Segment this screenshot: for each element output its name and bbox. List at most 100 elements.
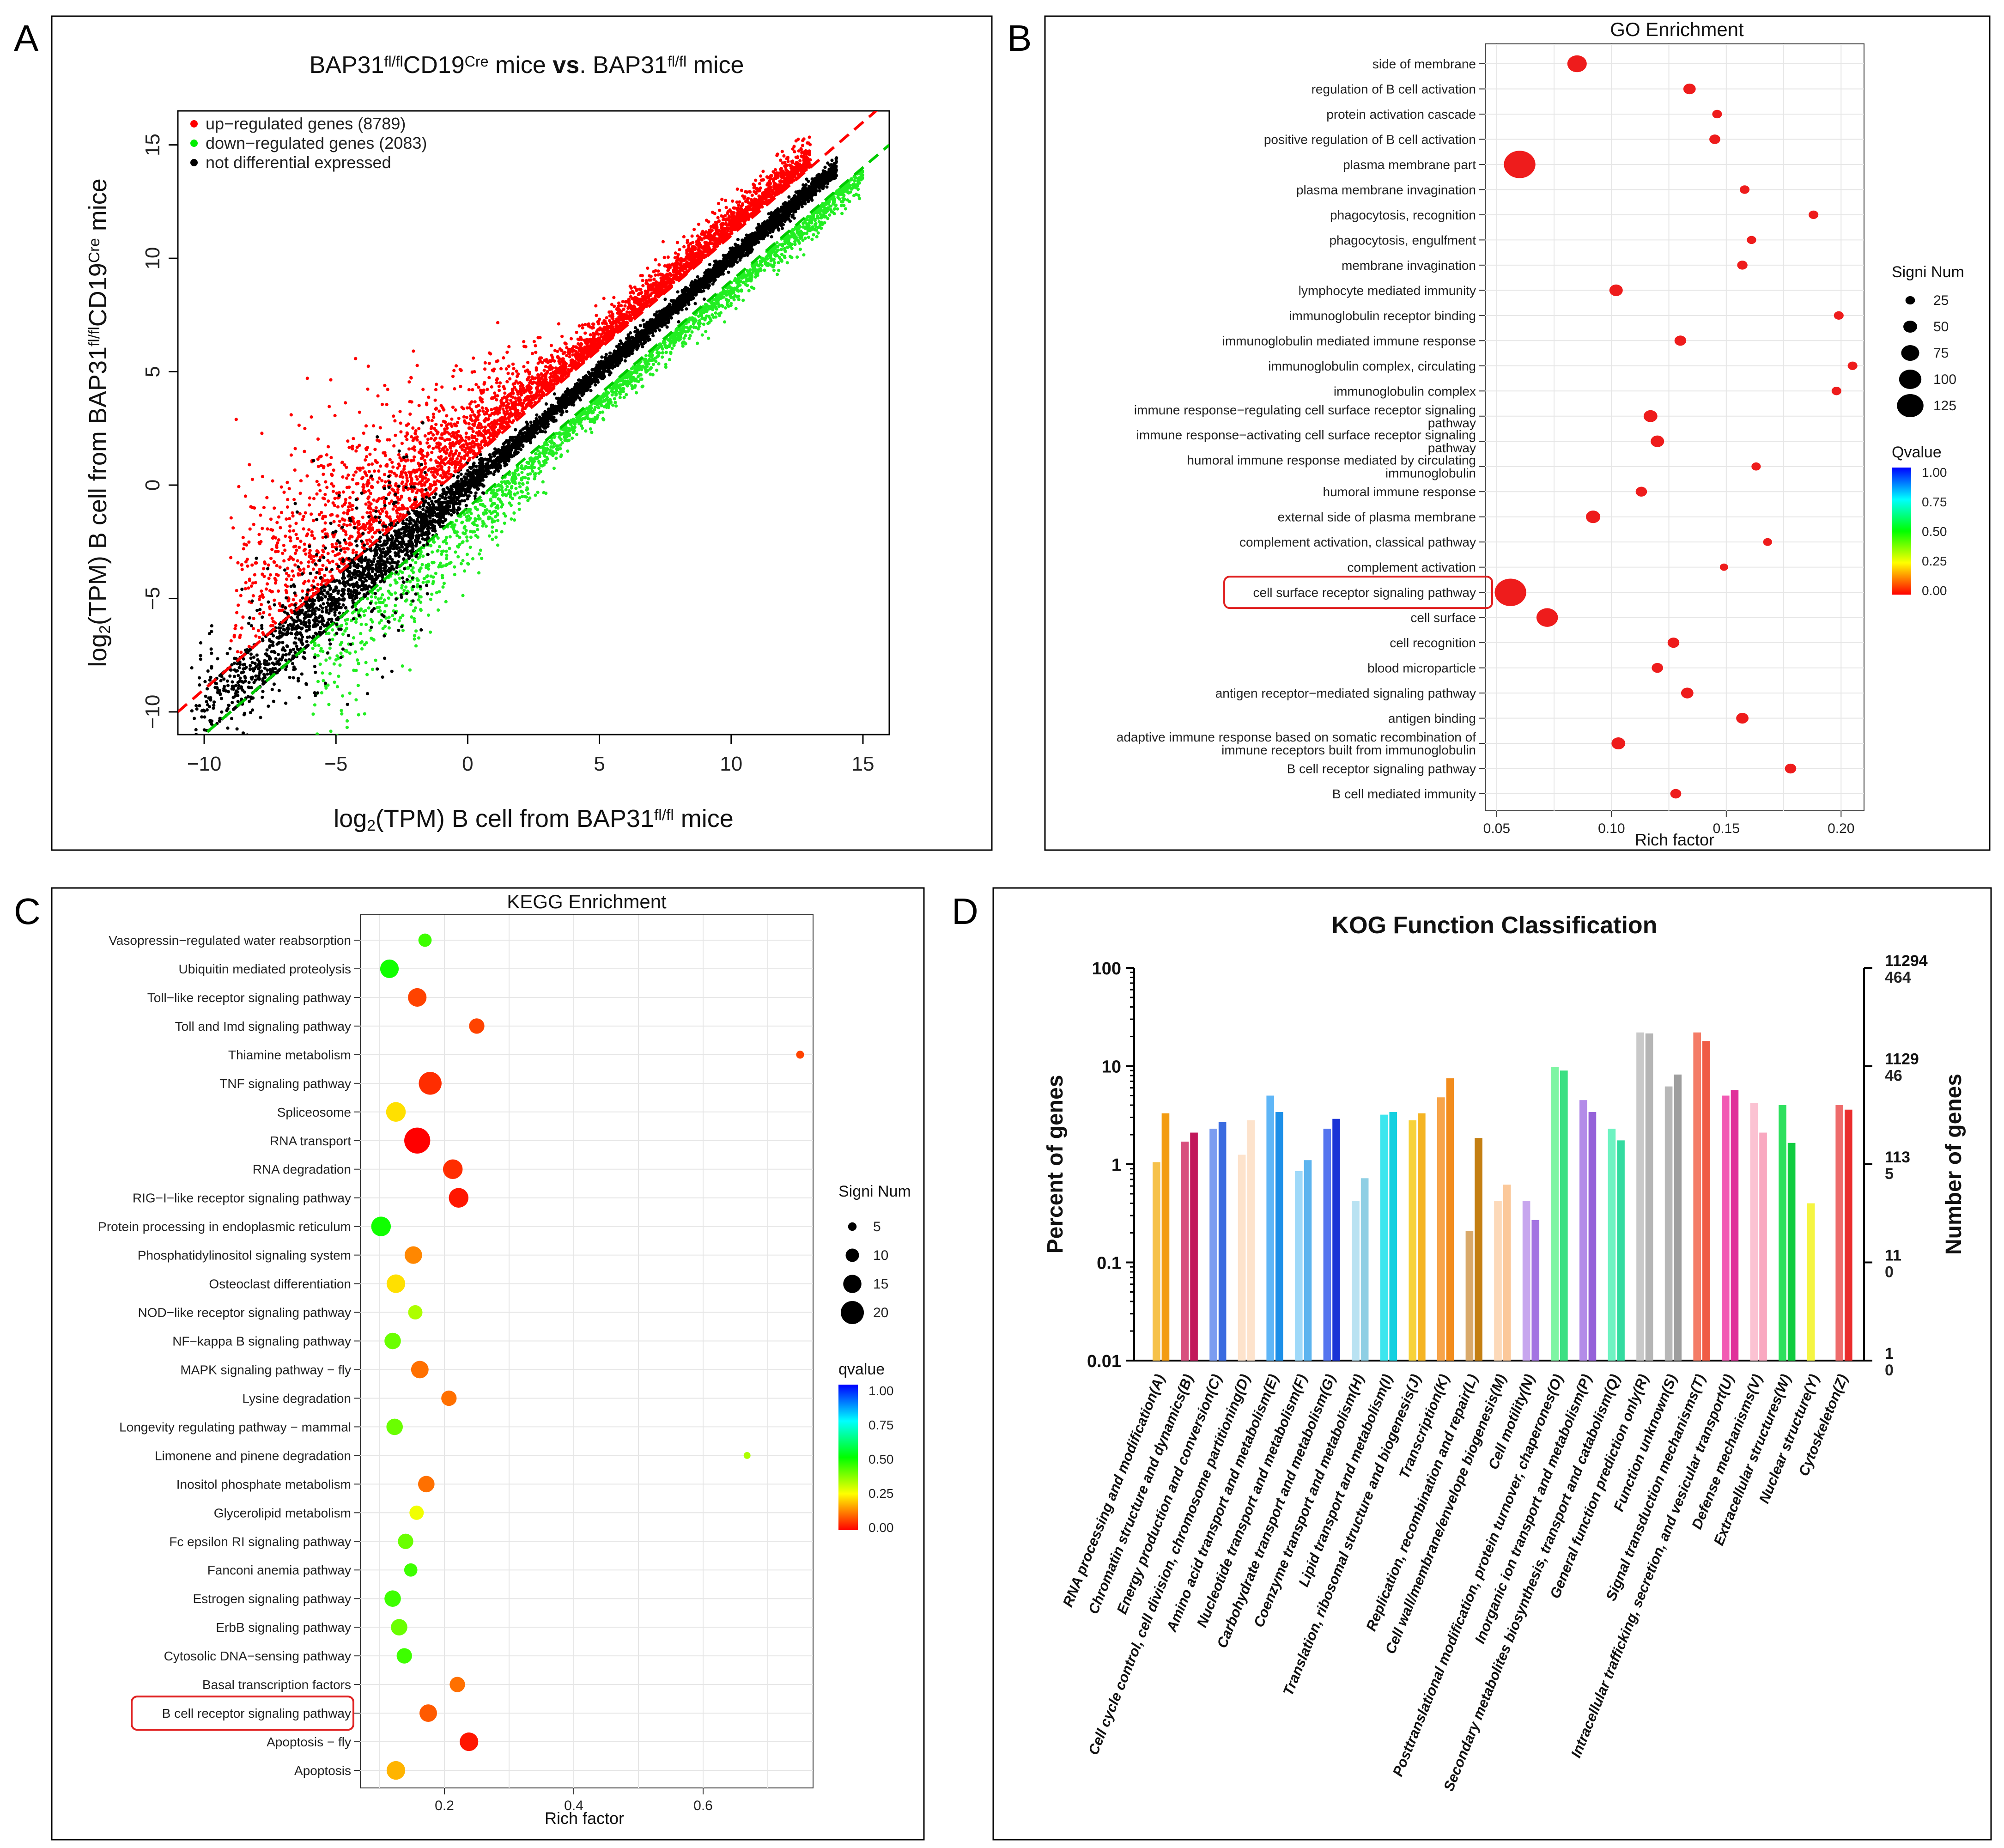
panel-label-D: D: [952, 891, 978, 932]
point-not-diff: [577, 378, 581, 382]
point-not-diff: [469, 466, 473, 470]
point-not-diff: [254, 674, 258, 678]
point-not-diff: [235, 669, 239, 673]
point-not-diff: [438, 525, 443, 529]
point-not-diff: [274, 657, 278, 661]
point-not-diff: [803, 202, 807, 206]
point-not-diff: [474, 464, 478, 468]
point-not-diff: [713, 276, 717, 280]
point-not-diff: [473, 482, 477, 486]
point-not-diff: [830, 158, 834, 162]
point-not-diff: [394, 554, 398, 558]
point-not-diff: [682, 299, 686, 304]
point-not-diff: [261, 637, 264, 641]
point-not-diff: [644, 340, 647, 344]
point-not-diff: [271, 643, 274, 647]
point-not-diff: [240, 671, 243, 675]
point-not-diff: [444, 496, 448, 500]
point-not-diff: [607, 370, 611, 374]
point-not-diff: [693, 302, 697, 305]
point-not-diff: [322, 602, 325, 606]
point-not-diff: [270, 650, 273, 654]
point-not-diff: [687, 303, 691, 306]
point-not-diff: [421, 508, 425, 511]
point-not-diff: [792, 216, 796, 220]
point-not-diff: [449, 500, 453, 504]
point-not-diff: [397, 535, 401, 538]
point-not-diff: [284, 653, 288, 657]
point-not-diff: [410, 526, 413, 529]
point-not-diff: [212, 706, 215, 710]
point-not-diff: [636, 328, 639, 332]
point-not-diff: [434, 514, 438, 517]
point-not-diff: [438, 521, 442, 525]
point-not-diff: [504, 440, 507, 444]
point-not-diff: [364, 579, 368, 583]
point-not-diff: [502, 447, 506, 451]
point-not-diff: [632, 336, 635, 340]
point-not-diff: [325, 609, 328, 613]
point-not-diff: [252, 655, 256, 659]
point-not-diff: [519, 429, 522, 433]
point-not-diff: [453, 491, 456, 494]
point-not-diff: [287, 627, 291, 631]
point-not-diff: [741, 251, 744, 255]
point-not-diff: [426, 514, 430, 518]
point-not-diff: [449, 492, 453, 496]
point-not-diff: [727, 270, 730, 274]
point-not-diff: [629, 346, 633, 350]
point-not-diff: [825, 185, 829, 189]
point-not-diff: [422, 504, 425, 508]
point-not-diff: [292, 641, 296, 645]
point-not-diff: [541, 424, 545, 428]
point-not-diff: [749, 247, 753, 251]
point-not-diff: [415, 540, 419, 544]
point-not-diff: [746, 253, 749, 257]
point-not-diff: [222, 677, 226, 681]
point-not-diff: [314, 632, 317, 635]
point-not-diff: [348, 583, 352, 587]
point-not-diff: [577, 383, 580, 386]
point-not-diff: [299, 621, 303, 625]
point-not-diff: [498, 466, 502, 470]
point-not-diff: [372, 559, 376, 564]
point-not-diff: [495, 468, 498, 472]
point-not-diff: [311, 599, 315, 603]
point-not-diff: [473, 494, 477, 498]
point-not-diff: [205, 700, 208, 704]
point-not-diff: [476, 486, 480, 490]
point-not-diff: [794, 202, 798, 206]
point-not-diff: [476, 472, 480, 475]
point-not-diff: [405, 518, 409, 522]
point-not-diff: [482, 484, 486, 488]
point-not-diff: [276, 653, 280, 657]
point-not-diff: [791, 213, 795, 217]
point-not-diff: [651, 334, 655, 338]
point-not-diff: [770, 235, 773, 239]
point-not-diff: [595, 368, 599, 372]
point-not-diff: [788, 213, 791, 216]
point-not-diff: [744, 245, 747, 249]
point-not-diff: [814, 176, 818, 180]
point-not-diff: [463, 499, 467, 503]
point-not-diff: [493, 447, 497, 451]
point-not-diff: [657, 320, 661, 323]
point-not-diff: [447, 512, 451, 516]
point-not-diff: [751, 231, 754, 235]
point-not-diff: [446, 500, 450, 504]
point-not-diff: [431, 520, 434, 523]
point-not-diff: [418, 541, 422, 544]
point-not-diff: [721, 272, 725, 276]
point-not-diff: [633, 330, 637, 334]
point-not-diff: [514, 428, 517, 432]
point-not-diff: [712, 280, 716, 283]
point-not-diff: [805, 177, 808, 181]
point-not-diff: [552, 406, 555, 409]
point-not-diff: [288, 648, 292, 652]
point-not-diff: [322, 624, 326, 628]
point-not-diff: [521, 444, 525, 447]
point-not-diff: [819, 177, 823, 181]
point-not-diff: [266, 668, 269, 672]
point-not-diff: [363, 576, 367, 580]
point-not-diff: [351, 605, 354, 609]
